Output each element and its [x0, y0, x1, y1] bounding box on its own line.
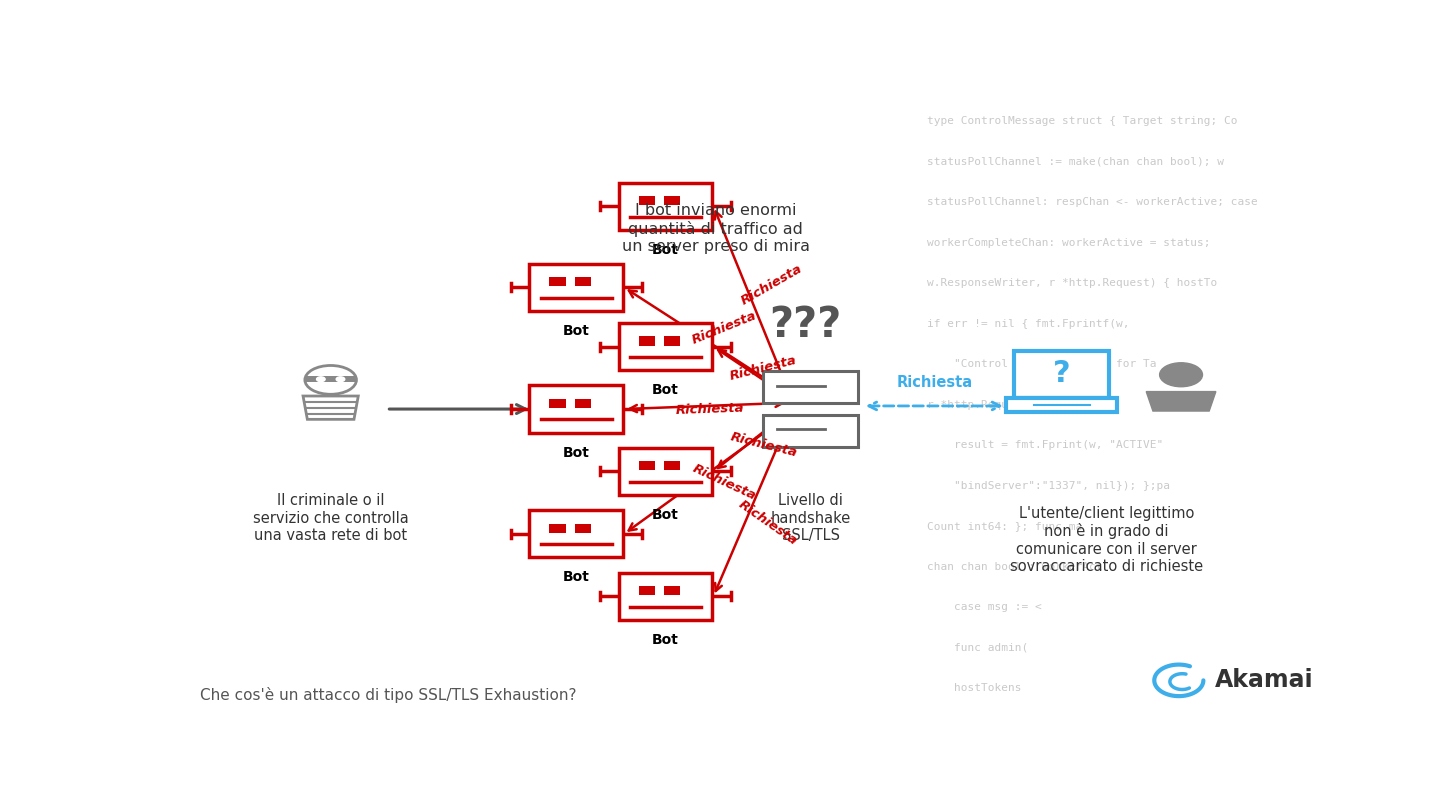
Text: Richiesta: Richiesta [736, 497, 801, 548]
FancyBboxPatch shape [664, 461, 680, 471]
Text: I bot inviano enormi
quantità di traffico ad
un server preso di mira: I bot inviano enormi quantità di traffic… [622, 203, 809, 254]
FancyBboxPatch shape [549, 523, 566, 533]
FancyBboxPatch shape [664, 586, 680, 595]
FancyBboxPatch shape [575, 277, 590, 287]
Text: Bot: Bot [652, 383, 678, 398]
Text: if err != nil { fmt.Fprintf(w,: if err != nil { fmt.Fprintf(w, [900, 318, 1129, 329]
FancyBboxPatch shape [305, 376, 357, 382]
FancyBboxPatch shape [1014, 351, 1109, 398]
Text: Richiesta: Richiesta [690, 309, 759, 347]
Text: Bot: Bot [563, 570, 589, 585]
FancyBboxPatch shape [549, 277, 566, 287]
Text: Bot: Bot [563, 324, 589, 338]
FancyBboxPatch shape [549, 399, 566, 408]
Text: Richiesta: Richiesta [691, 463, 759, 503]
FancyBboxPatch shape [619, 323, 713, 370]
FancyBboxPatch shape [664, 196, 680, 205]
Text: ?: ? [1053, 359, 1070, 388]
Text: Richiesta: Richiesta [729, 354, 799, 383]
FancyBboxPatch shape [619, 183, 713, 230]
Text: w.ResponseWriter, r *http.Request) { hostTo: w.ResponseWriter, r *http.Request) { hos… [900, 278, 1217, 288]
Text: Richiesta: Richiesta [739, 262, 805, 307]
FancyBboxPatch shape [763, 371, 858, 403]
Text: ???: ??? [769, 304, 841, 346]
Circle shape [336, 377, 344, 382]
FancyBboxPatch shape [530, 386, 624, 433]
FancyBboxPatch shape [575, 399, 590, 408]
Text: func admin(: func admin( [900, 643, 1028, 653]
FancyBboxPatch shape [619, 573, 713, 620]
Text: Bot: Bot [563, 446, 589, 460]
FancyBboxPatch shape [638, 461, 655, 471]
Text: workerCompleteChan: workerActive = status;: workerCompleteChan: workerActive = statu… [900, 237, 1211, 248]
FancyBboxPatch shape [1005, 399, 1117, 412]
Circle shape [1159, 363, 1202, 386]
Text: type ControlMessage struct { Target string; Co: type ControlMessage struct { Target stri… [900, 116, 1237, 126]
Polygon shape [1146, 391, 1215, 411]
Text: Il criminale o il
servizio che controlla
una vasta rete di bot: Il criminale o il servizio che controlla… [253, 493, 409, 543]
FancyBboxPatch shape [575, 523, 590, 533]
Text: Richiesta: Richiesta [729, 431, 799, 460]
FancyBboxPatch shape [530, 264, 624, 311]
FancyBboxPatch shape [638, 196, 655, 205]
Text: Livello di
handshake
SSL/TLS: Livello di handshake SSL/TLS [770, 493, 851, 543]
Text: statusPollChannel := make(chan chan bool); w: statusPollChannel := make(chan chan bool… [900, 156, 1224, 166]
FancyBboxPatch shape [638, 336, 655, 346]
Text: Richiesta: Richiesta [896, 375, 972, 390]
Text: Bot: Bot [652, 508, 678, 522]
Text: result = fmt.Fprint(w, "ACTIVE": result = fmt.Fprint(w, "ACTIVE" [900, 441, 1164, 450]
Text: Bot: Bot [652, 633, 678, 647]
Text: r *http.Request) { reqChan: r *http.Request) { reqChan [900, 399, 1103, 410]
Text: Akamai: Akamai [1214, 668, 1313, 693]
FancyBboxPatch shape [664, 336, 680, 346]
FancyBboxPatch shape [638, 586, 655, 595]
FancyBboxPatch shape [530, 510, 624, 557]
Text: "bindServer":"1337", nil}); };pa: "bindServer":"1337", nil}); };pa [900, 481, 1169, 491]
Text: case msg := <: case msg := < [900, 603, 1041, 612]
Text: L'utente/client legittimo
non è in grado di
comunicare con il server
sovraccaric: L'utente/client legittimo non è in grado… [1009, 505, 1202, 574]
Text: statusPollChannel: respChan <- workerActive; case: statusPollChannel: respChan <- workerAct… [900, 197, 1257, 207]
Text: Che cos'è un attacco di tipo SSL/TLS Exhaustion?: Che cos'è un attacco di tipo SSL/TLS Exh… [200, 687, 576, 703]
Text: Richiesta: Richiesta [675, 401, 744, 417]
FancyBboxPatch shape [619, 448, 713, 495]
Text: chan chan bool); workerAct: chan chan bool); workerAct [900, 562, 1103, 572]
Text: hostTokens: hostTokens [900, 684, 1021, 693]
Text: "Control message issued for Ta: "Control message issued for Ta [900, 359, 1156, 369]
Text: Bot: Bot [652, 243, 678, 257]
Circle shape [317, 377, 325, 382]
Text: Count int64: }; func ma: Count int64: }; func ma [900, 522, 1081, 531]
FancyBboxPatch shape [763, 415, 858, 447]
